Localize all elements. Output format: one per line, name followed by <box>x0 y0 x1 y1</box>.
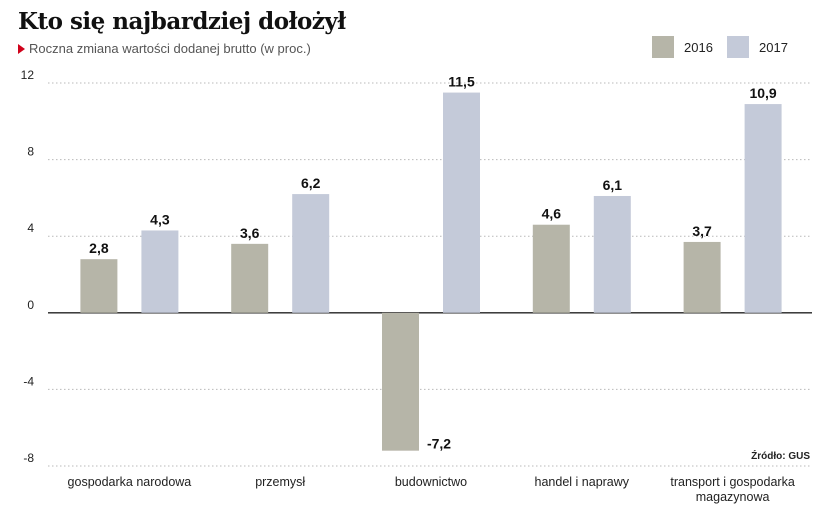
data-label: 4,3 <box>150 211 170 227</box>
y-tick-label: 12 <box>21 68 35 82</box>
subtitle-text: Roczna zmiana wartości dodanej brutto (w… <box>29 41 311 56</box>
bar-2017 <box>292 194 330 313</box>
category-label: handel i naprawy <box>535 475 630 489</box>
y-tick-label: -4 <box>23 374 34 388</box>
bar-2016 <box>80 259 118 313</box>
data-label: -7,2 <box>427 436 451 452</box>
bar-2016 <box>382 312 419 451</box>
data-label: 11,5 <box>448 74 475 90</box>
category-label: transport i gospodarka <box>670 475 794 489</box>
bar-2017 <box>593 195 631 313</box>
bar-2016 <box>532 224 570 313</box>
legend-swatch-2016 <box>652 36 674 58</box>
legend-item-2016: 2016 <box>652 36 713 58</box>
data-label: 6,2 <box>301 175 321 191</box>
chart-subtitle: Roczna zmiana wartości dodanej brutto (w… <box>18 41 311 56</box>
y-tick-label: 8 <box>27 145 34 159</box>
data-label: 10,9 <box>749 85 776 101</box>
bar-2016 <box>683 241 721 313</box>
bar-2016 <box>231 243 269 313</box>
red-triangle-icon <box>18 44 25 54</box>
y-tick-label: 0 <box>27 298 34 312</box>
data-label: 2,8 <box>89 240 109 256</box>
data-label: 6,1 <box>603 177 623 193</box>
chart-title: Kto się najbardziej dołożył <box>18 8 346 35</box>
source-note: Źródło: GUS <box>751 451 810 462</box>
legend-swatch-2017 <box>727 36 749 58</box>
category-label: gospodarka narodowa <box>68 475 192 489</box>
y-tick-label: 4 <box>27 221 34 235</box>
legend-label-2016: 2016 <box>684 39 713 55</box>
category-label: przemysł <box>255 475 305 489</box>
data-label: 4,6 <box>542 206 562 222</box>
bar-2017 <box>443 92 480 313</box>
y-tick-label: -8 <box>23 451 34 465</box>
legend-item-2017: 2017 <box>727 36 788 58</box>
legend-label-2017: 2017 <box>759 39 788 55</box>
bar-2017 <box>141 230 179 313</box>
category-label: budownictwo <box>395 475 467 489</box>
data-label: 3,7 <box>692 223 712 239</box>
bar-2017 <box>744 104 782 313</box>
data-label: 3,6 <box>240 225 260 241</box>
category-label: magazynowa <box>696 490 770 504</box>
